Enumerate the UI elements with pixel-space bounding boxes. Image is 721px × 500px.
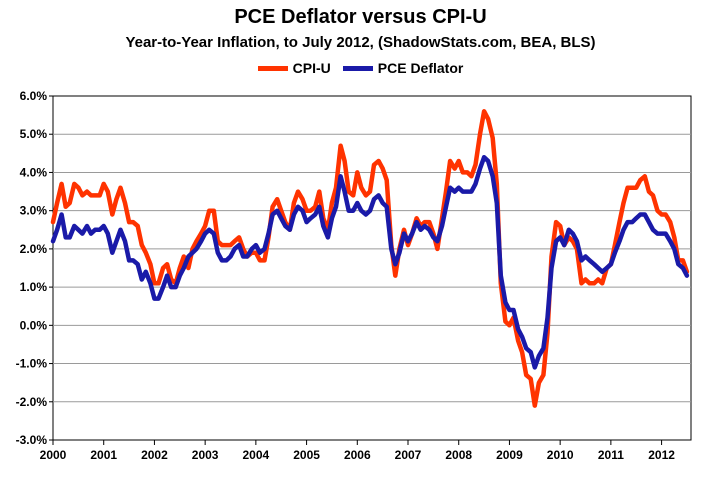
series-line-cpi-u [50,109,690,408]
y-tick-label: 6.0% [20,89,48,103]
plot-area [52,95,692,441]
x-tick-label: 2002 [141,448,168,462]
legend-item-pce-deflator: PCE Deflator [342,60,464,76]
x-tick-label: 2005 [293,448,320,462]
plot-frame [52,95,692,441]
y-tick-label: -2.0% [16,395,48,409]
y-tick-label: 4.0% [20,165,48,179]
series-line-pce-deflator [50,154,690,370]
x-tick-label: 2004 [243,448,270,462]
x-tick-label: 2010 [547,448,574,462]
x-tick-label: 2006 [344,448,371,462]
x-tick-label: 2007 [395,448,422,462]
y-axis: -3.0% -2.0% -1.0% 0.0% 1.0% 2.0% 3.0% 4.0% 5.0% 6… [16,89,53,447]
x-tick-label: 2012 [648,448,675,462]
y-tick-label: -3.0% [16,433,48,447]
y-tick-label: 5.0% [20,127,48,141]
legend-label-pce-deflator: PCE Deflator [377,60,464,76]
x-tick-label: 2001 [90,448,117,462]
x-tick-label: 2008 [445,448,472,462]
legend-swatch-pce-deflator [342,65,373,71]
x-tick-label: 2011 [598,448,624,462]
series-lines [50,109,690,408]
legend-label-cpi-u: CPI-U [292,60,331,76]
y-tick-label: 2.0% [20,242,48,256]
legend-item-cpi-u: CPI-U [257,60,331,76]
y-tick-label: 0.0% [20,318,48,332]
chart-subtitle: Year-to-Year Inflation, to July 2012, (S… [125,34,596,51]
y-tick-label: 3.0% [20,204,48,218]
x-axis: 2000 2001 2002 2003 2004 2005 2006 2007 2008 2009… [40,440,675,462]
chart-title: PCE Deflator versus CPI-U [234,6,487,28]
x-tick-label: 2003 [192,448,219,462]
legend-swatch-cpi-u [257,65,288,71]
y-tick-label: -1.0% [16,357,48,371]
y-tick-label: 1.0% [20,280,48,294]
x-tick-label: 2009 [496,448,523,462]
legend: CPI-U PCE Deflator [0,60,721,76]
x-tick-label: 2000 [40,448,67,462]
